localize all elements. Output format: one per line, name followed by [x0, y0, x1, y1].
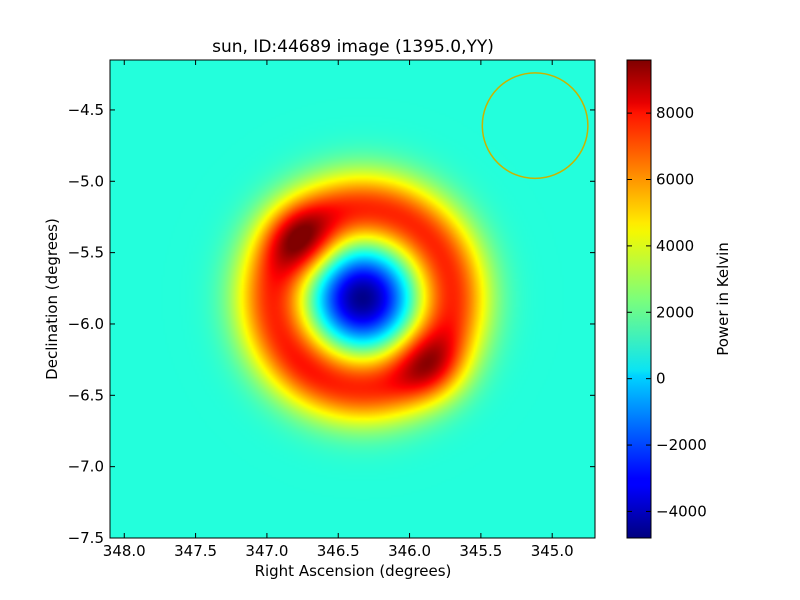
plot-area [110, 60, 595, 538]
y-tick-label: −4.5 [68, 101, 104, 119]
plot-frame [109, 59, 596, 539]
y-tick-label: −5.0 [68, 172, 104, 190]
x-tick-label: 347.5 [174, 542, 217, 560]
colorbar-tick-label: −4000 [656, 502, 707, 520]
colorbar-tick-label: 8000 [656, 104, 694, 122]
colorbar-ticks: −4000 −2000 0 2000 4000 6000 8000 [627, 104, 707, 520]
y-axis: −4.5 −5.0 −5.5 −6.0 −6.5 −7.0 −7.5 [68, 101, 595, 547]
x-tick-label: 345.0 [531, 542, 574, 560]
y-tick-label: −7.0 [68, 458, 104, 476]
x-axis-label: Right Ascension (degrees) [255, 562, 452, 580]
y-tick-label: −7.5 [68, 529, 104, 547]
colorbar-tick-label: 4000 [656, 237, 694, 255]
x-axis: 348.0 347.5 347.0 346.5 346.0 345.5 345.0 [103, 60, 574, 560]
colorbar [626, 59, 652, 539]
y-axis-label: Declination (degrees) [43, 218, 61, 380]
y-tick-label: −6.0 [68, 315, 104, 333]
beam-circle [481, 72, 589, 180]
x-tick-label: 345.5 [459, 542, 502, 560]
y-tick-label: −5.5 [68, 244, 104, 262]
heatmap-image [110, 60, 595, 538]
chart-title: sun, ID:44689 image (1395.0,YY) [212, 37, 494, 57]
colorbar-tick-label: −2000 [656, 436, 707, 454]
colorbar-tick-label: 2000 [656, 303, 694, 321]
x-tick-label: 347.0 [245, 542, 288, 560]
x-tick-label: 346.5 [317, 542, 360, 560]
colorbar-tick-label: 6000 [656, 171, 694, 189]
colorbar-label: Power in Kelvin [714, 242, 732, 356]
x-tick-label: 348.0 [103, 542, 146, 560]
y-tick-label: −6.5 [68, 386, 104, 404]
colorbar-tick-label: 0 [656, 370, 666, 388]
x-tick-label: 346.0 [388, 542, 431, 560]
